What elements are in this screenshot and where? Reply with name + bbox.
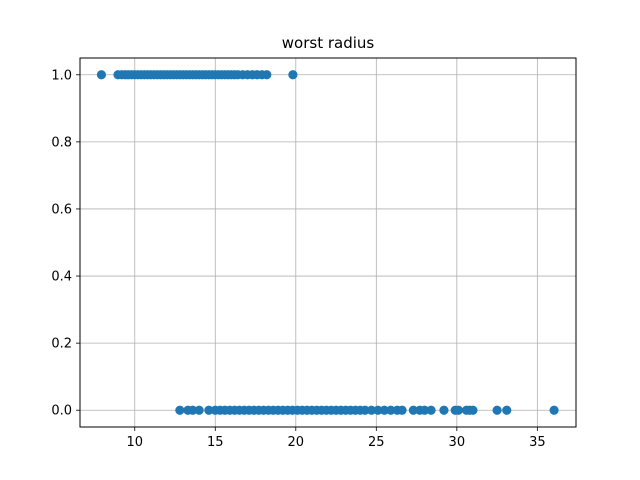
y-tick-label: 0.8 bbox=[51, 135, 72, 150]
x-tick-label: 30 bbox=[449, 435, 466, 450]
data-point bbox=[360, 405, 370, 415]
y-tick-label: 1.0 bbox=[51, 68, 72, 83]
data-point bbox=[426, 405, 436, 415]
data-point bbox=[397, 405, 407, 415]
data-point bbox=[204, 405, 214, 415]
axis-ticks: 10 15 20 25 30 35 0.0 0.2 0.4 0.6 0.8 1.0 bbox=[51, 68, 545, 450]
x-tick-label: 20 bbox=[288, 435, 305, 450]
data-point bbox=[453, 405, 464, 415]
y-tick-label: 0.0 bbox=[51, 404, 72, 419]
y-tick-label: 0.2 bbox=[51, 337, 72, 352]
data-point bbox=[175, 405, 185, 415]
data-point bbox=[366, 405, 377, 415]
data-point bbox=[408, 405, 418, 415]
data-point bbox=[194, 405, 204, 415]
data-points bbox=[96, 70, 559, 415]
y-tick-label: 0.4 bbox=[51, 270, 72, 285]
data-point bbox=[386, 405, 396, 415]
data-point bbox=[379, 405, 389, 415]
data-point bbox=[188, 405, 198, 415]
data-point bbox=[420, 405, 430, 415]
data-point bbox=[262, 70, 272, 80]
x-tick-label: 15 bbox=[207, 435, 224, 450]
axes-frame bbox=[79, 57, 577, 428]
data-point bbox=[549, 405, 559, 415]
chart-title: worst radius bbox=[282, 34, 375, 52]
y-tick-label: 0.6 bbox=[51, 202, 72, 217]
data-point bbox=[502, 405, 512, 415]
data-point bbox=[468, 405, 478, 415]
data-point bbox=[96, 70, 107, 80]
data-point bbox=[288, 70, 298, 80]
data-point bbox=[439, 405, 449, 415]
x-tick-label: 35 bbox=[529, 435, 546, 450]
x-tick-label: 10 bbox=[126, 435, 143, 450]
data-point bbox=[373, 405, 383, 415]
data-point bbox=[492, 405, 502, 415]
grid-lines bbox=[80, 58, 576, 427]
x-tick-label: 25 bbox=[368, 435, 385, 450]
